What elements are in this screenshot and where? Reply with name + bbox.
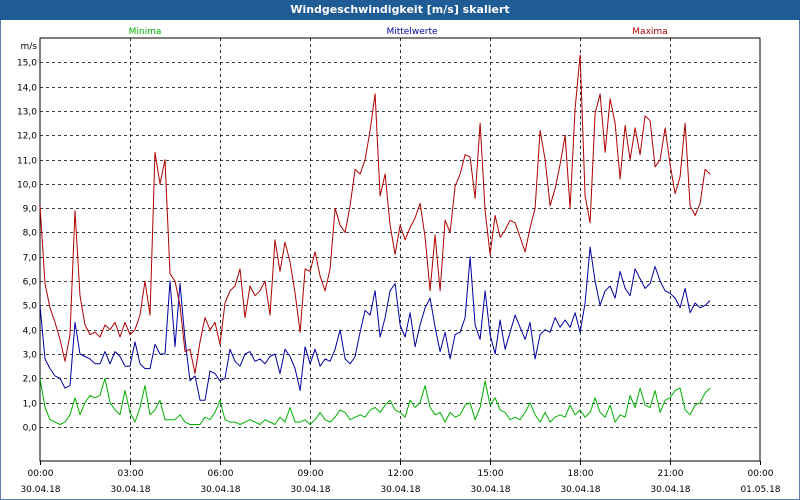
- x-tick-date-label: 30.04.18: [20, 485, 60, 495]
- y-tick-label: 0,0: [23, 424, 38, 434]
- y-tick-label: 4,0: [23, 327, 38, 337]
- x-tick-date-label: 30.04.18: [650, 485, 690, 495]
- y-tick-label: 8,0: [23, 229, 38, 239]
- legend-minima: Minima: [129, 27, 162, 37]
- y-tick-label: 9,0: [23, 205, 38, 215]
- y-tick-label: 7,0: [23, 254, 38, 264]
- y-tick-label: 13,0: [17, 108, 37, 118]
- window-title: Windgeschwindigkeit [m/s] skaliert: [0, 0, 800, 20]
- legend-mittelwerte: Mittelwerte: [386, 27, 437, 37]
- x-tick-time-label: 00:00: [748, 469, 774, 479]
- y-axis-unit-label: m/s: [21, 42, 38, 52]
- x-tick-date-label: 30.04.18: [110, 485, 150, 495]
- series-line-maxima: [39, 54, 711, 374]
- legend-maxima: Maxima: [632, 27, 667, 37]
- series-line-mittelwerte: [39, 246, 711, 401]
- x-tick-date-label: 30.04.18: [290, 485, 330, 495]
- x-tick-time-label: 15:00: [478, 469, 504, 479]
- x-tick-date-label: 30.04.18: [380, 485, 420, 495]
- y-tick-label: 2,0: [23, 375, 38, 385]
- y-tick-label: 3,0: [23, 351, 38, 361]
- y-tick-label: 6,0: [23, 278, 38, 288]
- x-tick-time-label: 00:00: [28, 469, 54, 479]
- y-tick-label: 11,0: [17, 157, 37, 167]
- x-tick-time-label: 12:00: [388, 469, 414, 479]
- y-tick-label: 15,0: [17, 59, 37, 69]
- y-tick-label: 12,0: [17, 132, 37, 142]
- x-tick-date-label: 30.04.18: [200, 485, 240, 495]
- x-tick-time-label: 06:00: [208, 469, 234, 479]
- y-tick-label: 5,0: [23, 302, 38, 312]
- x-tick-date-label: 30.04.18: [560, 485, 600, 495]
- plot-frame: [39, 37, 761, 462]
- x-tick-time-label: 03:00: [118, 469, 144, 479]
- y-tick-label: 1,0: [23, 400, 38, 410]
- x-tick-time-label: 18:00: [568, 469, 594, 479]
- series-line-minima: [39, 377, 711, 425]
- x-tick-time-label: 21:00: [658, 469, 684, 479]
- x-tick-time-label: 09:00: [298, 469, 324, 479]
- y-tick-label: 14,0: [17, 84, 37, 94]
- x-tick-date-label: 30.04.18: [470, 485, 510, 495]
- x-tick-date-label: 01.05.18: [740, 485, 780, 495]
- y-tick-label: 10,0: [17, 181, 37, 191]
